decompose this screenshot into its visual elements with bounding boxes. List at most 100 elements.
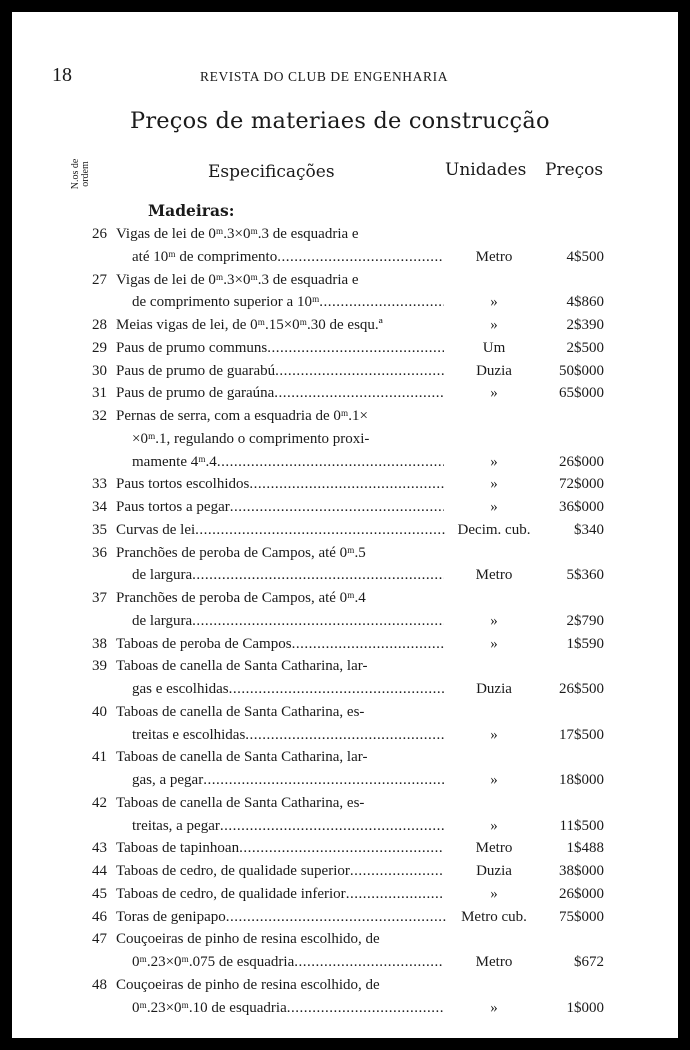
item-unit: Metro xyxy=(475,954,513,970)
table-row: até 10ᵐ de comprimento Metro 4$500 xyxy=(12,246,678,268)
description-text: ×0ᵐ.1, regulando o comprimento proxi- xyxy=(132,430,370,447)
item-price: 4$500 xyxy=(566,248,605,265)
item-number: 41 xyxy=(92,749,107,766)
item-number: 48 xyxy=(92,976,107,993)
item-unit: » xyxy=(490,476,498,493)
item-number: 44 xyxy=(92,863,107,879)
dot-leader xyxy=(346,883,444,905)
description-text: de largura xyxy=(132,612,193,629)
item-price: 26$000 xyxy=(559,885,604,902)
item-unit: Duzia xyxy=(476,863,512,879)
dot-leader xyxy=(239,837,444,859)
item-unit: Metro xyxy=(475,248,513,265)
item-unit: Metro cub. xyxy=(461,908,527,925)
item-description: Paus tortos a pegar xyxy=(116,496,444,518)
item-number: 27 xyxy=(92,271,107,288)
item-description: Curvas de lei xyxy=(116,519,446,541)
item-number: 30 xyxy=(92,362,107,379)
item-number: 35 xyxy=(92,521,107,538)
item-price: $340 xyxy=(574,521,604,538)
item-number: 26 xyxy=(92,226,107,242)
item-number: 31 xyxy=(92,385,107,402)
item-price: 65$000 xyxy=(559,385,604,402)
description-text: 0ᵐ.23×0ᵐ.075 de esquadria xyxy=(132,954,295,970)
item-price: 17$500 xyxy=(559,726,604,743)
item-description: Taboas de canella de Santa Catharina, la… xyxy=(116,655,452,677)
item-description: de largura xyxy=(132,610,444,632)
document-page: 18 REVISTA DO CLUB DE ENGENHARIA Preços … xyxy=(12,12,678,1038)
description-text: Paus tortos escolhidos xyxy=(116,476,250,493)
table-row: 42 Taboas de canella de Santa Catharina, … xyxy=(12,792,678,814)
description-text: até 10ᵐ de comprimento xyxy=(132,248,278,265)
item-price: 1$000 xyxy=(566,999,605,1016)
description-text: Paus tortos a pegar xyxy=(116,499,230,515)
item-price: 4$860 xyxy=(566,294,605,311)
item-price: 38$000 xyxy=(559,863,604,879)
item-description: Pranchões de peroba de Campos, até 0ᵐ.4 xyxy=(116,587,452,609)
column-header-number: N.os de ordem xyxy=(70,158,91,190)
item-unit: Metro xyxy=(475,840,513,857)
description-text: Taboas de tapinhoan xyxy=(116,840,240,857)
item-description: 0ᵐ.23×0ᵐ.075 de esquadria xyxy=(132,951,444,973)
table-row: 36 Pranchões de peroba de Campos, até 0ᵐ.… xyxy=(12,542,678,564)
table-row: 0ᵐ.23×0ᵐ.10 de esquadria » 1$000 xyxy=(12,997,678,1019)
item-description: Taboas de cedro, de qualidade inferior xyxy=(116,883,444,905)
item-description: Pernas de serra, com a esquadria de 0ᵐ.1… xyxy=(116,405,452,427)
table-row: 39 Taboas de canella de Santa Catharina, … xyxy=(12,655,678,677)
item-description: de comprimento superior a 10ᵐ xyxy=(132,291,444,313)
table-row: 46 Toras de genipapo Metro cub. 75$000 xyxy=(12,906,678,928)
table-row: 32 Pernas de serra, com a esquadria de 0ᵐ… xyxy=(12,405,678,427)
item-price: 26$000 xyxy=(559,453,604,470)
dot-leader xyxy=(294,951,444,973)
table-row: de comprimento superior a 10ᵐ » 4$860 xyxy=(12,291,678,313)
table-row: 27 Vigas de lei de 0ᵐ.3×0ᵐ.3 de esquadria… xyxy=(12,269,678,291)
table-row: 28 Meias vigas de lei, de 0ᵐ.15×0ᵐ.30 de … xyxy=(12,314,678,336)
item-description: Taboas de cedro, de qualidade superior xyxy=(116,860,444,882)
table-row: 45 Taboas de cedro, de qualidade inferior… xyxy=(12,883,678,905)
item-description: Taboas de tapinhoan xyxy=(116,837,444,859)
description-text: Taboas de peroba de Campos xyxy=(116,635,292,652)
item-unit: Duzia xyxy=(476,362,512,379)
item-description: de largura xyxy=(132,564,444,586)
description-text: gas e escolhidas xyxy=(132,681,229,697)
item-unit: » xyxy=(490,885,498,902)
item-number: 33 xyxy=(92,476,107,493)
page-number: 18 xyxy=(52,64,72,86)
table-row: 33 Paus tortos escolhidos » 72$000 xyxy=(12,473,678,495)
description-text: Taboas de cedro, de qualidade superior xyxy=(116,863,350,879)
item-unit: » xyxy=(490,772,498,788)
description-text: Vigas de lei de 0ᵐ.3×0ᵐ.3 de esquadria e xyxy=(116,226,359,242)
item-price: 2$500 xyxy=(566,339,605,356)
item-unit: Um xyxy=(482,339,506,356)
item-description: Paus de prumo de guarabú xyxy=(116,360,444,382)
item-price: 72$000 xyxy=(559,476,604,493)
dot-leader xyxy=(319,291,444,313)
item-unit: » xyxy=(490,385,498,402)
item-unit: Decim. cub. xyxy=(457,521,531,538)
table-row: 34 Paus tortos a pegar » 36$000 xyxy=(12,496,678,518)
column-header-unit: Unidades xyxy=(445,160,527,180)
table-row: 38 Taboas de peroba de Campos » 1$590 xyxy=(12,633,678,655)
description-text: Curvas de lei xyxy=(116,521,196,538)
item-unit: » xyxy=(490,635,498,652)
table-row: 41 Taboas de canella de Santa Catharina, … xyxy=(12,746,678,768)
item-number: 43 xyxy=(92,840,107,857)
item-price: 2$390 xyxy=(566,317,605,333)
item-unit: » xyxy=(490,817,498,834)
section-heading: Madeiras: xyxy=(148,201,235,220)
item-number: 46 xyxy=(92,908,107,925)
dot-leader xyxy=(275,360,444,382)
item-number: 40 xyxy=(92,703,107,720)
item-unit: » xyxy=(490,453,498,470)
column-header-price: Preços xyxy=(545,160,604,180)
dot-leader xyxy=(274,382,444,404)
dot-leader xyxy=(220,815,444,837)
item-description: Taboas de canella de Santa Catharina, es… xyxy=(116,792,452,814)
table-row: de largura Metro 5$360 xyxy=(12,564,678,586)
item-number: 42 xyxy=(92,794,107,811)
description-text: Paus de prumo de garaúna xyxy=(116,385,275,402)
item-unit: » xyxy=(490,726,498,743)
item-price: 5$360 xyxy=(566,567,605,584)
item-number: 28 xyxy=(92,317,107,333)
table-row: gas e escolhidas Duzia 26$500 xyxy=(12,678,678,700)
